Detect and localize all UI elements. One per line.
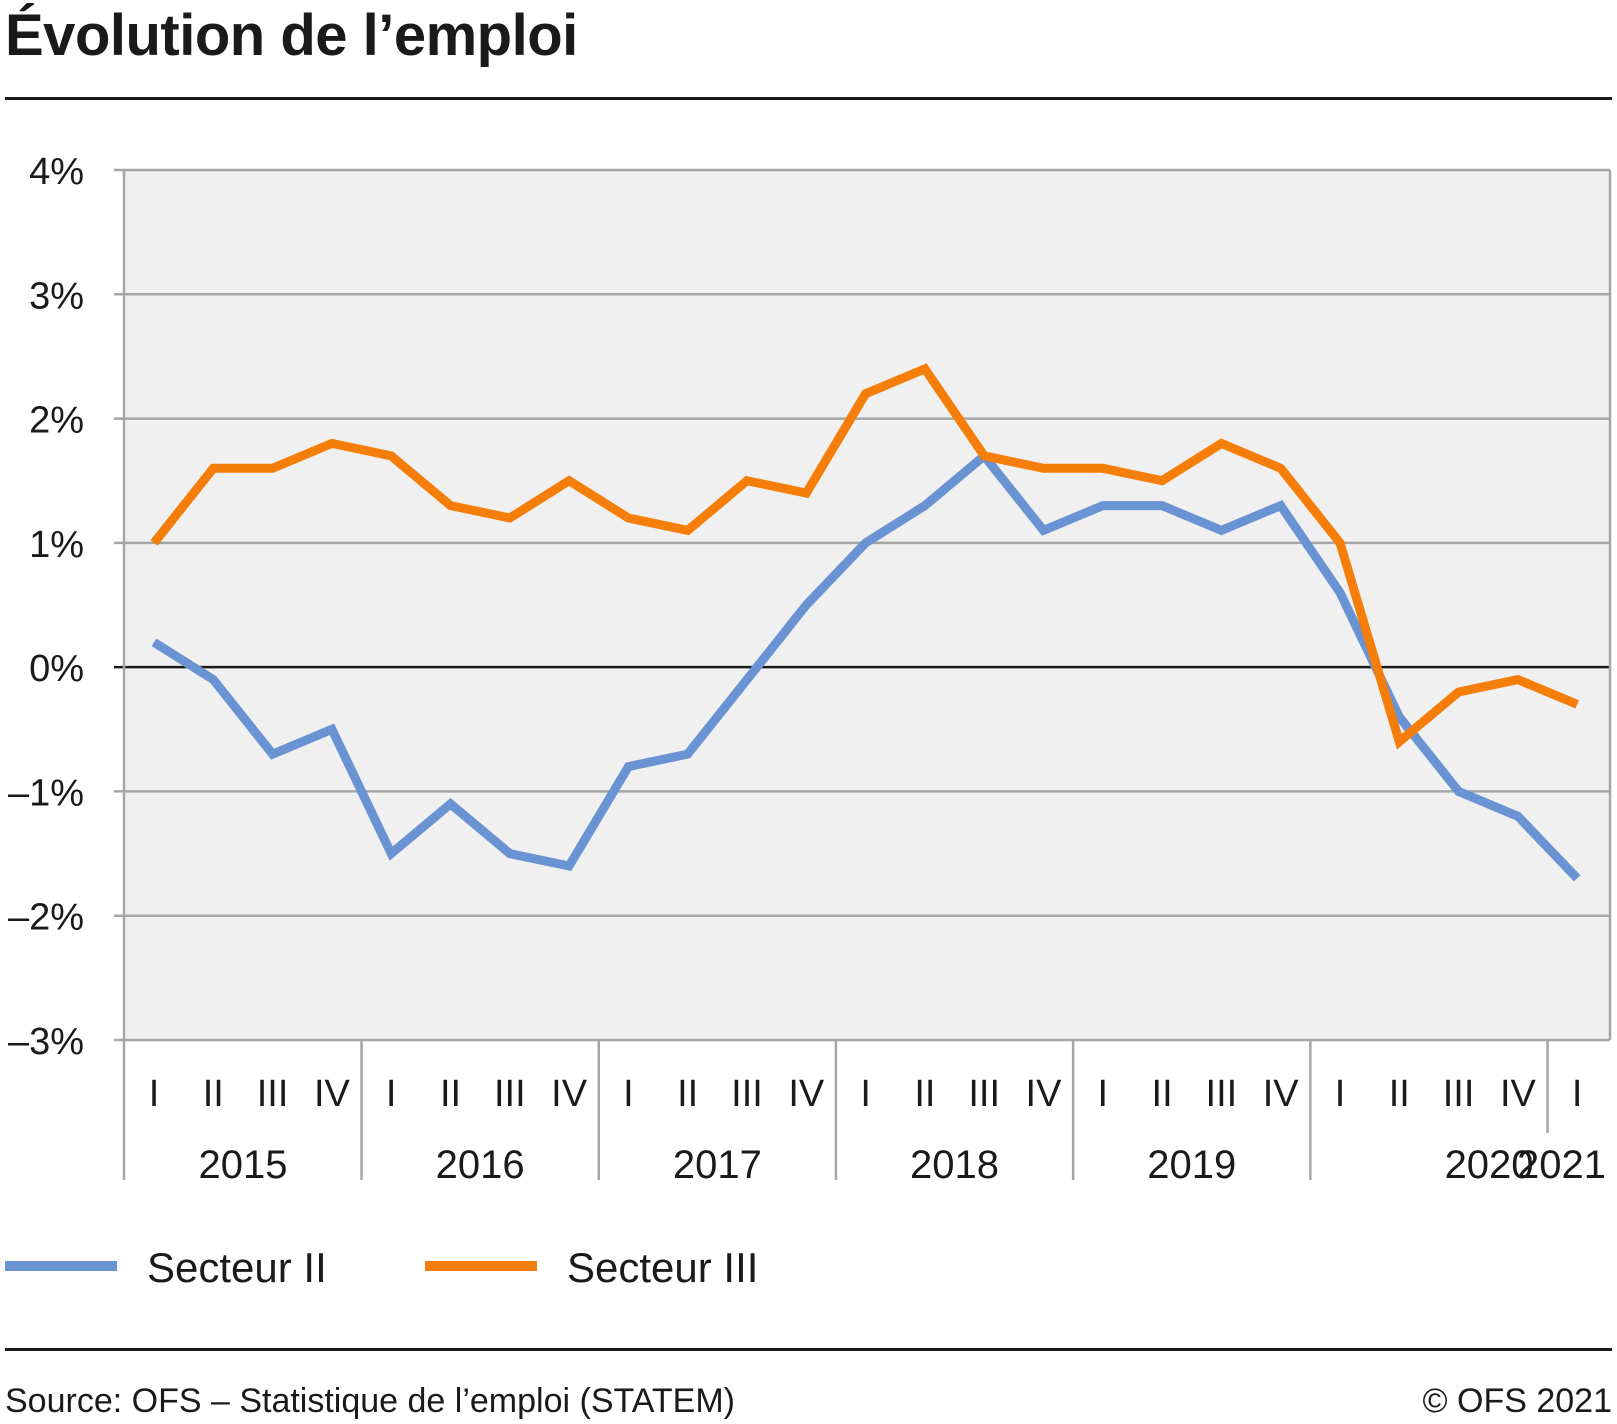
x-tick-year: 2021 (1517, 1143, 1606, 1187)
x-tick-quarter: IV (1026, 1073, 1063, 1115)
x-tick-quarter: IV (1500, 1073, 1537, 1115)
legend: Secteur II Secteur III (5, 1244, 758, 1291)
x-tick-quarter: III (1206, 1073, 1238, 1115)
x-tick-quarter: II (203, 1073, 224, 1115)
x-tick-quarter: IV (314, 1073, 351, 1115)
x-tick-quarter: III (968, 1073, 1000, 1115)
x-tick-quarter: IV (1263, 1073, 1300, 1115)
top-rule (5, 97, 1612, 100)
legend-label: Secteur II (147, 1244, 327, 1291)
x-tick-year: 2015 (198, 1143, 287, 1187)
x-tick-quarter: IV (551, 1073, 588, 1115)
x-tick-quarter: IV (788, 1073, 825, 1115)
x-tick-year: 2019 (1147, 1143, 1236, 1187)
x-tick-quarter: II (914, 1073, 935, 1115)
x-tick-quarter: II (1389, 1073, 1410, 1115)
series-line-2 (150, 363, 1579, 750)
x-tick-quarter: III (257, 1073, 289, 1115)
x-tick-year: 2016 (436, 1143, 525, 1187)
y-tick-label: 0% (29, 648, 84, 690)
y-axis-ticks: 4% 3% 2% 1% 0% –1% –2% –3% (8, 151, 84, 1063)
x-tick-quarter: II (440, 1073, 461, 1115)
x-tick-quarter: II (677, 1073, 698, 1115)
y-tick-label: –1% (8, 772, 84, 814)
y-tick-label: –3% (8, 1021, 84, 1063)
x-tick-year: 2018 (910, 1143, 999, 1187)
x-tick-quarter: I (623, 1073, 634, 1115)
x-tick-quarter: III (1443, 1073, 1475, 1115)
x-tick-quarter: III (494, 1073, 526, 1115)
chart-title: Évolution de l’emploi (5, 3, 578, 68)
x-tick-quarter: III (731, 1073, 763, 1115)
y-tick-label: 4% (29, 151, 84, 193)
y-tick-label: 3% (29, 275, 84, 317)
x-tick-quarter: I (1335, 1073, 1346, 1115)
x-tick-quarter: I (1572, 1073, 1583, 1115)
x-tick-quarter: I (386, 1073, 397, 1115)
series-line-1 (151, 449, 1581, 882)
x-tick-year: 2017 (673, 1143, 762, 1187)
y-tick-label: 1% (29, 524, 84, 566)
source-note: Source: OFS – Statistique de l’emploi (S… (5, 1382, 735, 1420)
x-tick-quarter: I (1098, 1073, 1109, 1115)
x-tick-quarter: I (149, 1073, 160, 1115)
copyright-note: © OFS 2021 (1422, 1382, 1612, 1420)
line-chart: 4%3%2%1%0%–1%–2%–3% I II III IV I II III IV I II I… (5, 151, 1612, 1291)
axes (122, 170, 1612, 1180)
series-lines (150, 363, 1581, 882)
plot-area (124, 170, 1610, 1040)
x-tick-year: 2020 (1445, 1143, 1534, 1187)
bottom-rule (5, 1348, 1612, 1351)
y-tick-label: –2% (8, 897, 84, 939)
y-tick-label: 2% (29, 400, 84, 442)
x-axis-ticks: I II III IV I II III IV I II III IV I II III IV I II III IV… (149, 1040, 1606, 1187)
legend-label: Secteur III (567, 1244, 758, 1291)
x-tick-quarter: I (860, 1073, 871, 1115)
x-tick-quarter: II (1152, 1073, 1173, 1115)
